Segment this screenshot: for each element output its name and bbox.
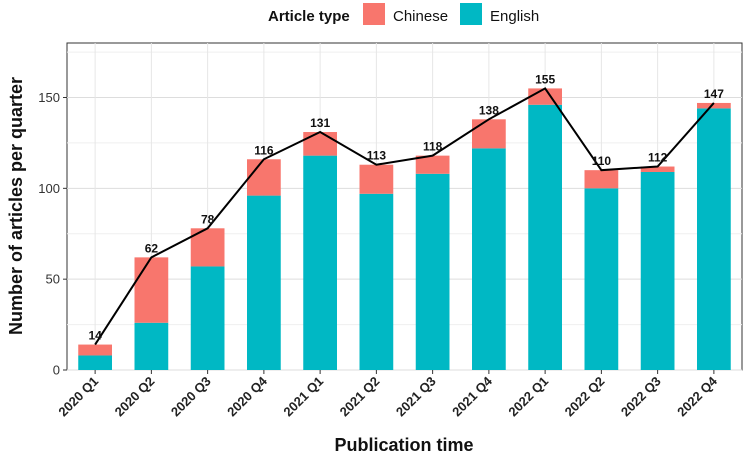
legend-label-english: English bbox=[490, 8, 539, 25]
data-label: 112 bbox=[648, 151, 668, 165]
legend-swatch-english bbox=[460, 3, 482, 25]
bar-english bbox=[247, 195, 281, 370]
data-label: 116 bbox=[254, 143, 274, 157]
x-axis-title: Publication time bbox=[334, 435, 473, 455]
total-polyline bbox=[94, 87, 715, 346]
bar-chinese bbox=[303, 132, 337, 156]
bar-chinese bbox=[528, 88, 562, 105]
legend-title: Article type bbox=[268, 8, 350, 25]
bar-english bbox=[190, 266, 225, 370]
bar-english bbox=[697, 108, 731, 371]
legend: Article type Chinese English bbox=[268, 3, 539, 25]
bar-chinese bbox=[584, 170, 619, 189]
bar-chinese bbox=[697, 102, 731, 109]
plot-area: 14 62 78 116 131 113 118 138 155 110 112 147 bbox=[66, 42, 743, 371]
data-label: 62 bbox=[145, 241, 159, 255]
bar-chinese bbox=[134, 257, 169, 323]
x-tick-label: 2022 Q1 bbox=[505, 374, 551, 420]
bar-english bbox=[134, 322, 169, 370]
data-labels: 14 62 78 116 131 113 118 138 155 110 112 147 bbox=[88, 72, 724, 342]
data-label: 155 bbox=[535, 72, 555, 86]
legend-swatch-chinese bbox=[363, 3, 385, 25]
bar-english bbox=[359, 193, 394, 370]
data-label: 14 bbox=[88, 329, 102, 343]
x-tick-label: 2021 Q2 bbox=[337, 374, 383, 420]
x-tick-label: 2022 Q4 bbox=[674, 373, 720, 419]
x-tick-label: 2021 Q1 bbox=[280, 374, 326, 420]
x-tick-label: 2021 Q3 bbox=[393, 374, 439, 420]
y-tick-label: 150 bbox=[38, 90, 60, 105]
bar-chinese bbox=[247, 159, 281, 196]
data-label: 110 bbox=[592, 154, 612, 168]
data-label: 78 bbox=[201, 212, 215, 226]
bars bbox=[78, 88, 731, 371]
total-line bbox=[94, 87, 715, 346]
bar-english bbox=[472, 148, 506, 370]
bar-chinese bbox=[415, 155, 450, 174]
data-label: 113 bbox=[367, 149, 387, 163]
legend-label-chinese: Chinese bbox=[393, 8, 448, 25]
y-axis-title: Number of articles per quarter bbox=[6, 77, 26, 335]
bar-english bbox=[303, 155, 337, 370]
data-label: 131 bbox=[310, 116, 330, 130]
x-tick-label: 2020 Q3 bbox=[168, 374, 214, 420]
y-tick-label: 100 bbox=[38, 181, 60, 196]
x-axis: 2020 Q1 2020 Q2 2020 Q3 2020 Q4 2021 Q1 2021 … bbox=[55, 370, 721, 420]
data-label: 118 bbox=[423, 140, 443, 154]
x-tick-label: 2020 Q2 bbox=[112, 374, 158, 420]
bar-english bbox=[78, 355, 112, 370]
y-tick-label: 0 bbox=[53, 363, 60, 378]
bar-english bbox=[584, 188, 619, 370]
y-tick-label: 50 bbox=[46, 272, 60, 287]
y-axis: 0 50 100 150 bbox=[38, 90, 67, 378]
x-tick-label: 2020 Q1 bbox=[55, 374, 101, 420]
bar-chinese bbox=[640, 166, 675, 172]
bar-english bbox=[640, 171, 675, 370]
data-label: 138 bbox=[479, 103, 499, 117]
x-tick-label: 2021 Q4 bbox=[449, 373, 495, 419]
data-label: 147 bbox=[704, 87, 724, 101]
x-tick-label: 2022 Q3 bbox=[618, 374, 664, 420]
bar-chinese bbox=[472, 119, 506, 149]
x-tick-label: 2020 Q4 bbox=[224, 373, 270, 419]
bar-english bbox=[528, 104, 562, 371]
bar-english bbox=[415, 173, 450, 370]
bar-chinese bbox=[78, 344, 112, 356]
bar-chinese bbox=[359, 164, 394, 194]
x-tick-label: 2022 Q2 bbox=[562, 374, 608, 420]
